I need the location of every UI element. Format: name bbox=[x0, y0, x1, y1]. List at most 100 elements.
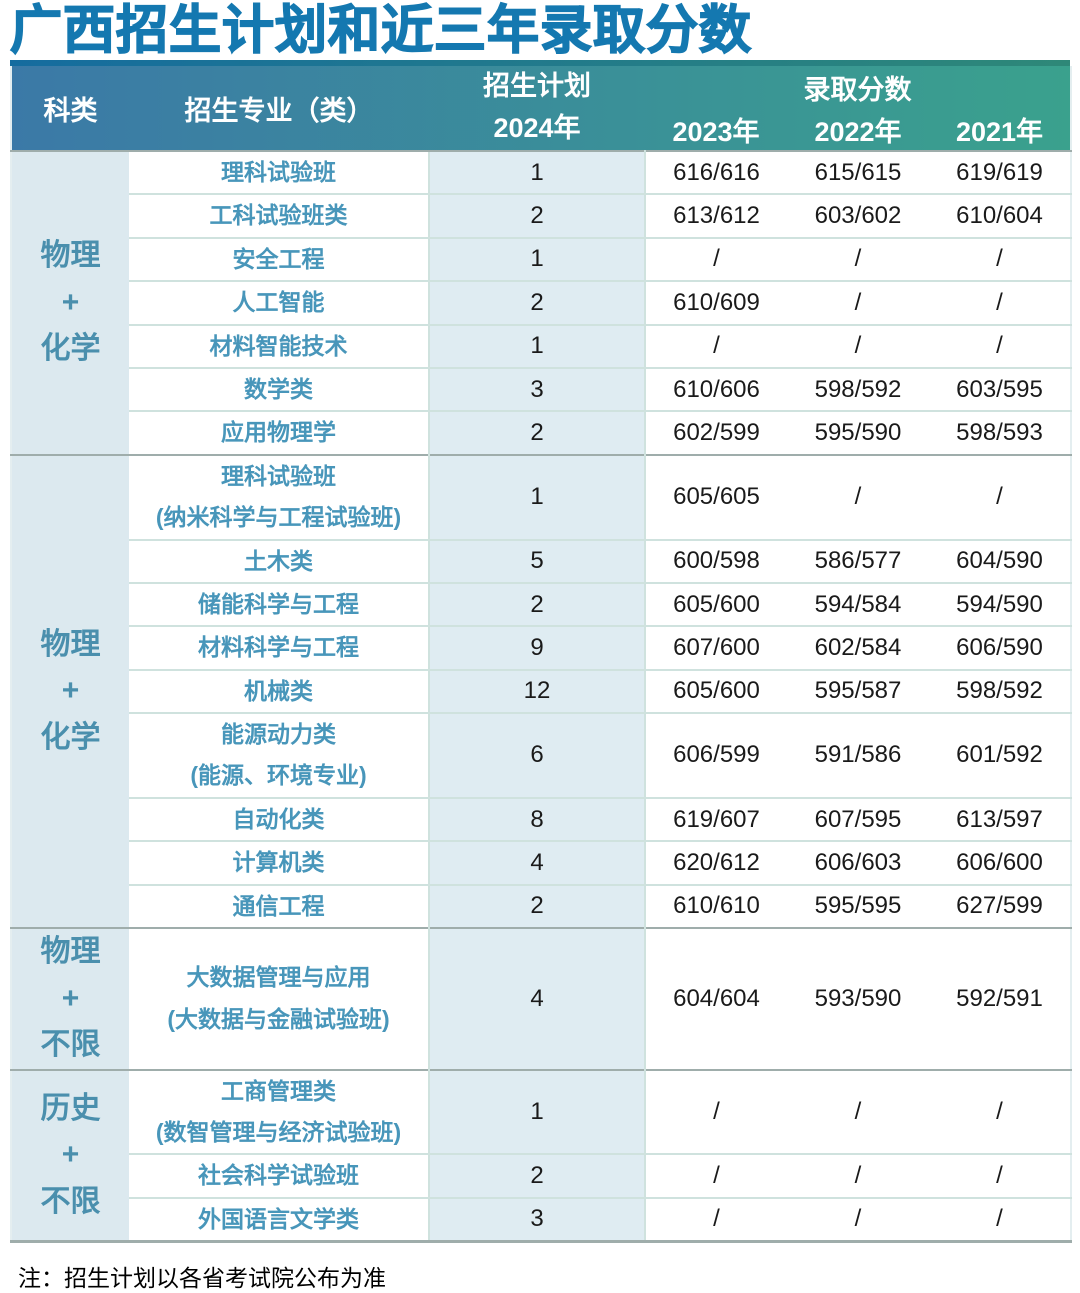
score-2022-cell: 586/577 bbox=[787, 538, 929, 583]
header-row-1: 科类 招生专业（类） 招生计划 2024年 录取分数 bbox=[11, 66, 1071, 143]
score-2021-cell: 598/592 bbox=[929, 668, 1072, 714]
plan-cell: 2 bbox=[428, 410, 646, 455]
major-cell: 大数据管理与应用 (大数据与金融试验班) bbox=[129, 927, 429, 1070]
header-major: 招生专业（类） bbox=[184, 95, 374, 126]
score-2023-cell: 606/599 bbox=[645, 712, 787, 798]
plan-cell: 4 bbox=[428, 840, 646, 885]
major-cell: 应用物理学 bbox=[129, 410, 429, 455]
major-cell: 通信工程 bbox=[129, 883, 429, 929]
score-2021-cell: / bbox=[929, 1153, 1072, 1198]
score-2023-cell: / bbox=[645, 1196, 787, 1242]
score-2023-cell: / bbox=[645, 1153, 787, 1198]
page-title: 广西招生计划和近三年录取分数 bbox=[9, 1, 753, 61]
score-2023-cell: 605/605 bbox=[645, 453, 787, 540]
header-scores: 录取分数 bbox=[803, 74, 912, 105]
table-row: 自动化类 8 619/607 607/595 613/597 bbox=[11, 796, 1072, 842]
plan-cell: 8 bbox=[428, 796, 646, 842]
score-2021-cell: / bbox=[929, 1196, 1072, 1242]
major-cell: 自动化类 bbox=[129, 796, 429, 842]
score-2021-cell: / bbox=[929, 280, 1072, 325]
score-2023-cell: 616/616 bbox=[645, 149, 787, 195]
table-row: 机械类 12 605/600 595/587 598/592 bbox=[11, 668, 1072, 714]
table-row: 工科试验班类 2 613/612 603/602 610/604 bbox=[11, 193, 1072, 238]
score-2023-cell: 604/604 bbox=[645, 927, 787, 1070]
admissions-table-wrap: 科类 招生专业（类） 招生计划 2024年 录取分数 2023年 2022年 2… bbox=[10, 60, 1073, 1244]
plan-cell: 1 bbox=[428, 149, 646, 195]
table-row: 历史 + 不限 工商管理类 (数智管理与经济试验班) 1// / bbox=[11, 1068, 1072, 1242]
score-2021-cell: 606/600 bbox=[929, 840, 1072, 885]
table-row: 人工智能 2 610/609// bbox=[11, 280, 1072, 325]
score-2022-cell: / bbox=[787, 1153, 929, 1198]
plan-cell: 1 bbox=[428, 453, 646, 540]
score-2022-cell: 602/584 bbox=[787, 625, 929, 670]
header-year-2023: 2023年 bbox=[672, 116, 760, 147]
major-cell: 工科试验班类 bbox=[129, 193, 429, 238]
plan-cell: 9 bbox=[428, 625, 646, 670]
score-2023-cell: 600/598 bbox=[645, 538, 787, 583]
table-row: 物理 + 不限 大数据管理与应用 (大数据与金融试验班) 4 604/604 593/5… bbox=[11, 927, 1072, 1070]
score-2021-cell: 619/619 bbox=[929, 149, 1072, 195]
score-2023-cell: / bbox=[645, 1068, 787, 1155]
score-2021-cell: 627/599 bbox=[929, 883, 1072, 929]
score-2023-cell: 620/612 bbox=[645, 840, 787, 885]
header-year-2021: 2021年 bbox=[955, 116, 1044, 147]
major-cell: 理科试验班 (纳米科学与工程试验班) bbox=[129, 453, 429, 540]
major-cell: 安全工程 bbox=[129, 236, 429, 282]
plan-cell: 3 bbox=[428, 366, 646, 412]
score-2022-cell: / bbox=[787, 280, 929, 325]
major-cell: 机械类 bbox=[129, 668, 429, 714]
score-2023-cell: 602/599 bbox=[645, 410, 787, 455]
score-2022-cell: 603/602 bbox=[787, 193, 929, 238]
score-2023-cell: 613/612 bbox=[645, 193, 787, 238]
score-2023-cell: / bbox=[645, 236, 787, 282]
header-plan-2024: 招生计划 2024年 bbox=[483, 71, 591, 143]
major-cell: 储能科学与工程 bbox=[129, 581, 429, 627]
table-row: 储能科学与工程 2 605/600 594/584 594/590 bbox=[11, 581, 1072, 627]
header-category: 科类 bbox=[43, 95, 98, 126]
major-cell: 能源动力类 (能源、环境专业) bbox=[129, 712, 429, 798]
plan-cell: 1 bbox=[428, 1068, 646, 1155]
score-2023-cell: 619/607 bbox=[645, 796, 787, 842]
major-cell: 理科试验班 bbox=[129, 149, 429, 195]
major-cell: 土木类 bbox=[129, 538, 429, 583]
score-2021-cell: 613/597 bbox=[929, 796, 1072, 842]
plan-cell: 3 bbox=[428, 1196, 646, 1242]
major-cell: 社会科学试验班 bbox=[129, 1153, 429, 1198]
score-2022-cell: 594/584 bbox=[787, 581, 929, 627]
score-2022-cell: 615/615 bbox=[787, 149, 929, 195]
score-2022-cell: 598/592 bbox=[787, 366, 929, 412]
header-top-bar bbox=[10, 60, 1070, 66]
header-year-2022: 2022年 bbox=[814, 116, 902, 147]
score-2022-cell: 595/587 bbox=[787, 668, 929, 714]
footnote: 注：招生计划以各省考试院公布为准 bbox=[18, 1265, 386, 1292]
score-2023-cell: 605/600 bbox=[645, 668, 787, 714]
score-2021-cell: / bbox=[929, 236, 1072, 282]
score-2021-cell: / bbox=[929, 453, 1072, 540]
table-row: 物理 + 化学 理科试验班 (纳米科学与工程试验班) 1 605/605// bbox=[11, 453, 1072, 929]
table-row: 数学类 3 610/606 598/592 603/595 bbox=[11, 366, 1072, 412]
score-2022-cell: / bbox=[787, 453, 929, 540]
category-cell: 物理 + 化学 bbox=[11, 453, 129, 929]
plan-cell: 5 bbox=[428, 538, 646, 583]
plan-cell: 1 bbox=[428, 236, 646, 282]
table-row: 能源动力类 (能源、环境专业) 6 606/599 591/586 601/592 bbox=[11, 712, 1072, 798]
score-2021-cell: 604/590 bbox=[929, 538, 1072, 583]
score-2021-cell: 606/590 bbox=[929, 625, 1072, 670]
table-row: 材料科学与工程 9 607/600 602/584 606/590 bbox=[11, 625, 1072, 670]
score-2023-cell: 610/610 bbox=[645, 883, 787, 929]
plan-cell: 2 bbox=[428, 193, 646, 238]
header-row-2: 2023年 2022年 2021年 bbox=[11, 108, 1071, 151]
category-cell: 物理 + 化学 bbox=[11, 150, 129, 455]
plan-cell: 1 bbox=[428, 323, 646, 368]
table-row: 通信工程 2 610/610 595/595 627/599 bbox=[11, 883, 1072, 929]
major-cell: 工商管理类 (数智管理与经济试验班) bbox=[129, 1068, 429, 1155]
table-header: 科类 招生专业（类） 招生计划 2024年 录取分数 2023年 2022年 2… bbox=[11, 66, 1072, 151]
score-2021-cell: / bbox=[929, 323, 1072, 368]
table-body: 物理 + 化学 理科试验班 1 616/616 615/615 619/619 工科试验班类… bbox=[11, 149, 1072, 1242]
major-cell: 数学类 bbox=[129, 366, 429, 412]
score-2021-cell: / bbox=[929, 1068, 1072, 1155]
plan-cell: 4 bbox=[428, 927, 646, 1070]
plan-cell: 6 bbox=[428, 712, 646, 798]
table-row: 物理 + 化学 理科试验班 1 616/616 615/615 619/619 bbox=[11, 149, 1072, 455]
admissions-table: 科类 招生专业（类） 招生计划 2024年 录取分数 2023年 2022年 2… bbox=[10, 66, 1073, 1244]
